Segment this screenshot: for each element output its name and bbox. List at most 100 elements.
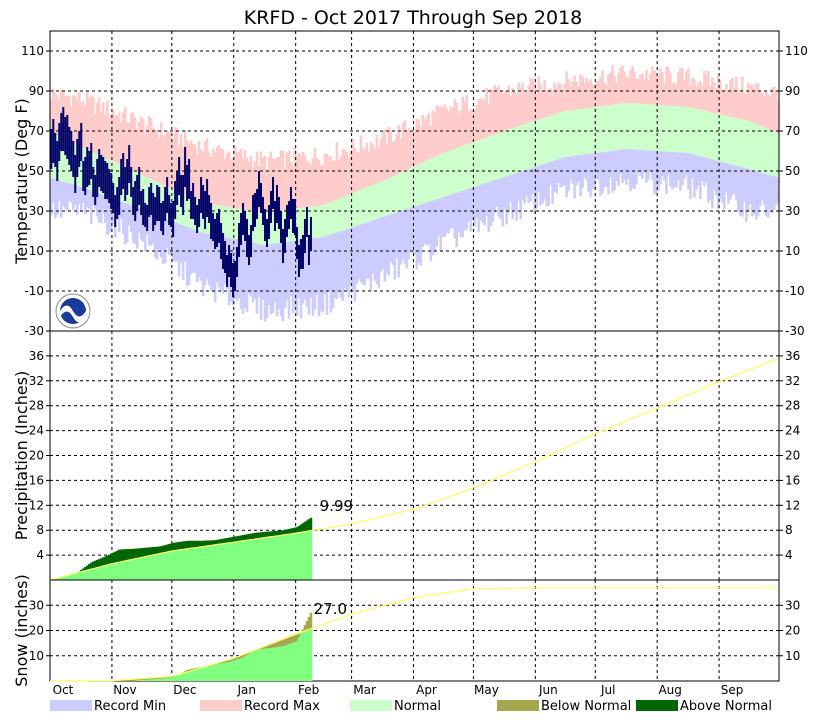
snow-below-normal-bar bbox=[153, 677, 157, 680]
snow-observed-bar bbox=[195, 669, 199, 681]
observed-temp-bar bbox=[273, 201, 276, 231]
record-max-bar bbox=[747, 82, 750, 121]
record-min-bar bbox=[471, 187, 475, 221]
snow-below-normal-bar bbox=[263, 646, 267, 649]
precip-observed-bar bbox=[63, 576, 67, 580]
precip-observed-bar bbox=[271, 536, 275, 580]
record-min-bar bbox=[441, 197, 445, 238]
normal-bar bbox=[473, 141, 477, 187]
record-min-bar bbox=[287, 241, 291, 319]
record-max-bar bbox=[131, 112, 135, 171]
snow-observed-bar bbox=[201, 667, 205, 681]
record-max-bar bbox=[611, 64, 614, 105]
precip-above-normal-bar bbox=[85, 565, 89, 571]
record-min-bar bbox=[219, 236, 223, 291]
precip-above-normal-bar bbox=[111, 552, 115, 564]
record-max-bar bbox=[613, 75, 616, 105]
snow-observed-bar bbox=[253, 650, 257, 681]
record-max-bar bbox=[429, 126, 433, 159]
record-min-bar bbox=[709, 158, 712, 200]
record-max-bar bbox=[567, 79, 570, 111]
record-max-bar bbox=[587, 81, 590, 108]
normal-bar bbox=[745, 120, 748, 169]
record-min-bar bbox=[177, 223, 181, 277]
observed-temp-bar bbox=[126, 159, 129, 195]
normal-bar bbox=[559, 112, 562, 159]
record-max-bar bbox=[203, 141, 207, 204]
normal-bar bbox=[461, 146, 465, 191]
record-min-bar bbox=[761, 172, 764, 201]
record-min-bar bbox=[245, 241, 249, 312]
precip-observed-bar bbox=[209, 545, 213, 580]
normal-bar bbox=[495, 133, 498, 180]
record-max-bar bbox=[217, 145, 221, 206]
record-max-bar bbox=[455, 102, 459, 149]
precip-above-normal-bar bbox=[169, 543, 173, 552]
normal-bar bbox=[433, 157, 437, 200]
record-min-bar bbox=[81, 187, 85, 203]
normal-bar bbox=[597, 106, 600, 153]
y-tick-label-right: 8 bbox=[785, 523, 793, 537]
record-min-bar bbox=[631, 149, 634, 188]
record-max-bar bbox=[295, 155, 299, 209]
observed-temp-bar bbox=[134, 181, 137, 221]
record-max-bar bbox=[599, 76, 602, 107]
record-min-bar bbox=[433, 199, 437, 253]
record-max-bar bbox=[717, 75, 720, 114]
record-max-bar bbox=[485, 88, 488, 138]
record-max-bar bbox=[577, 86, 580, 110]
record-max-bar bbox=[93, 113, 97, 154]
record-min-bar bbox=[321, 237, 325, 313]
snow-observed-bar bbox=[297, 637, 301, 681]
normal-bar bbox=[761, 126, 764, 173]
record-max-bar bbox=[439, 106, 443, 155]
snow-below-normal-bar bbox=[229, 659, 233, 662]
snow-below-normal-bar bbox=[243, 654, 247, 657]
record-min-bar bbox=[597, 152, 600, 180]
normal-bar bbox=[439, 154, 443, 198]
record-min-bar bbox=[309, 238, 313, 298]
observed-temp-bar bbox=[222, 233, 225, 269]
precip-above-normal-bar bbox=[241, 535, 245, 541]
record-max-bar bbox=[299, 155, 303, 209]
record-min-bar bbox=[545, 163, 548, 207]
snow-observed-bar bbox=[147, 679, 151, 681]
snow-observed-bar bbox=[171, 677, 175, 681]
precip-observed-bar bbox=[105, 565, 109, 580]
snow-observed-bar bbox=[303, 631, 307, 681]
record-min-bar bbox=[695, 155, 698, 190]
observed-temp-bar bbox=[114, 195, 117, 227]
record-min-bar bbox=[421, 203, 425, 248]
normal-bar bbox=[549, 115, 552, 162]
record-min-bar bbox=[195, 230, 199, 282]
precip-above-normal-bar bbox=[91, 561, 95, 569]
observed-temp-bar bbox=[112, 183, 115, 213]
observed-temp-bar bbox=[160, 203, 163, 231]
record-min-bar bbox=[157, 215, 161, 250]
precip-observed-bar bbox=[57, 578, 61, 580]
normal-bar bbox=[603, 105, 606, 152]
record-max-bar bbox=[259, 151, 263, 213]
record-max-bar bbox=[689, 84, 692, 108]
record-max-bar bbox=[741, 76, 744, 120]
record-min-bar bbox=[527, 169, 530, 203]
precip-observed-bar bbox=[89, 569, 93, 580]
legend-label: Below Normal bbox=[541, 699, 631, 714]
snow-below-normal-bar bbox=[143, 678, 147, 680]
record-min-bar bbox=[191, 229, 195, 273]
normal-bar bbox=[355, 191, 359, 226]
normal-bar bbox=[617, 104, 620, 151]
observed-temp-bar bbox=[136, 175, 139, 211]
record-min-bar bbox=[99, 194, 103, 224]
record-max-bar bbox=[157, 138, 161, 183]
record-max-bar bbox=[409, 131, 413, 169]
observed-temp-bar bbox=[258, 171, 261, 207]
precip-observed-bar bbox=[227, 543, 231, 580]
precip-observed-bar bbox=[169, 551, 173, 580]
observed-temp-bar bbox=[162, 201, 165, 235]
record-max-bar bbox=[313, 148, 317, 207]
snow-below-normal-bar bbox=[279, 640, 283, 647]
record-min-bar bbox=[765, 174, 768, 216]
snow-observed-bar bbox=[227, 662, 231, 681]
record-max-bar bbox=[451, 107, 455, 150]
